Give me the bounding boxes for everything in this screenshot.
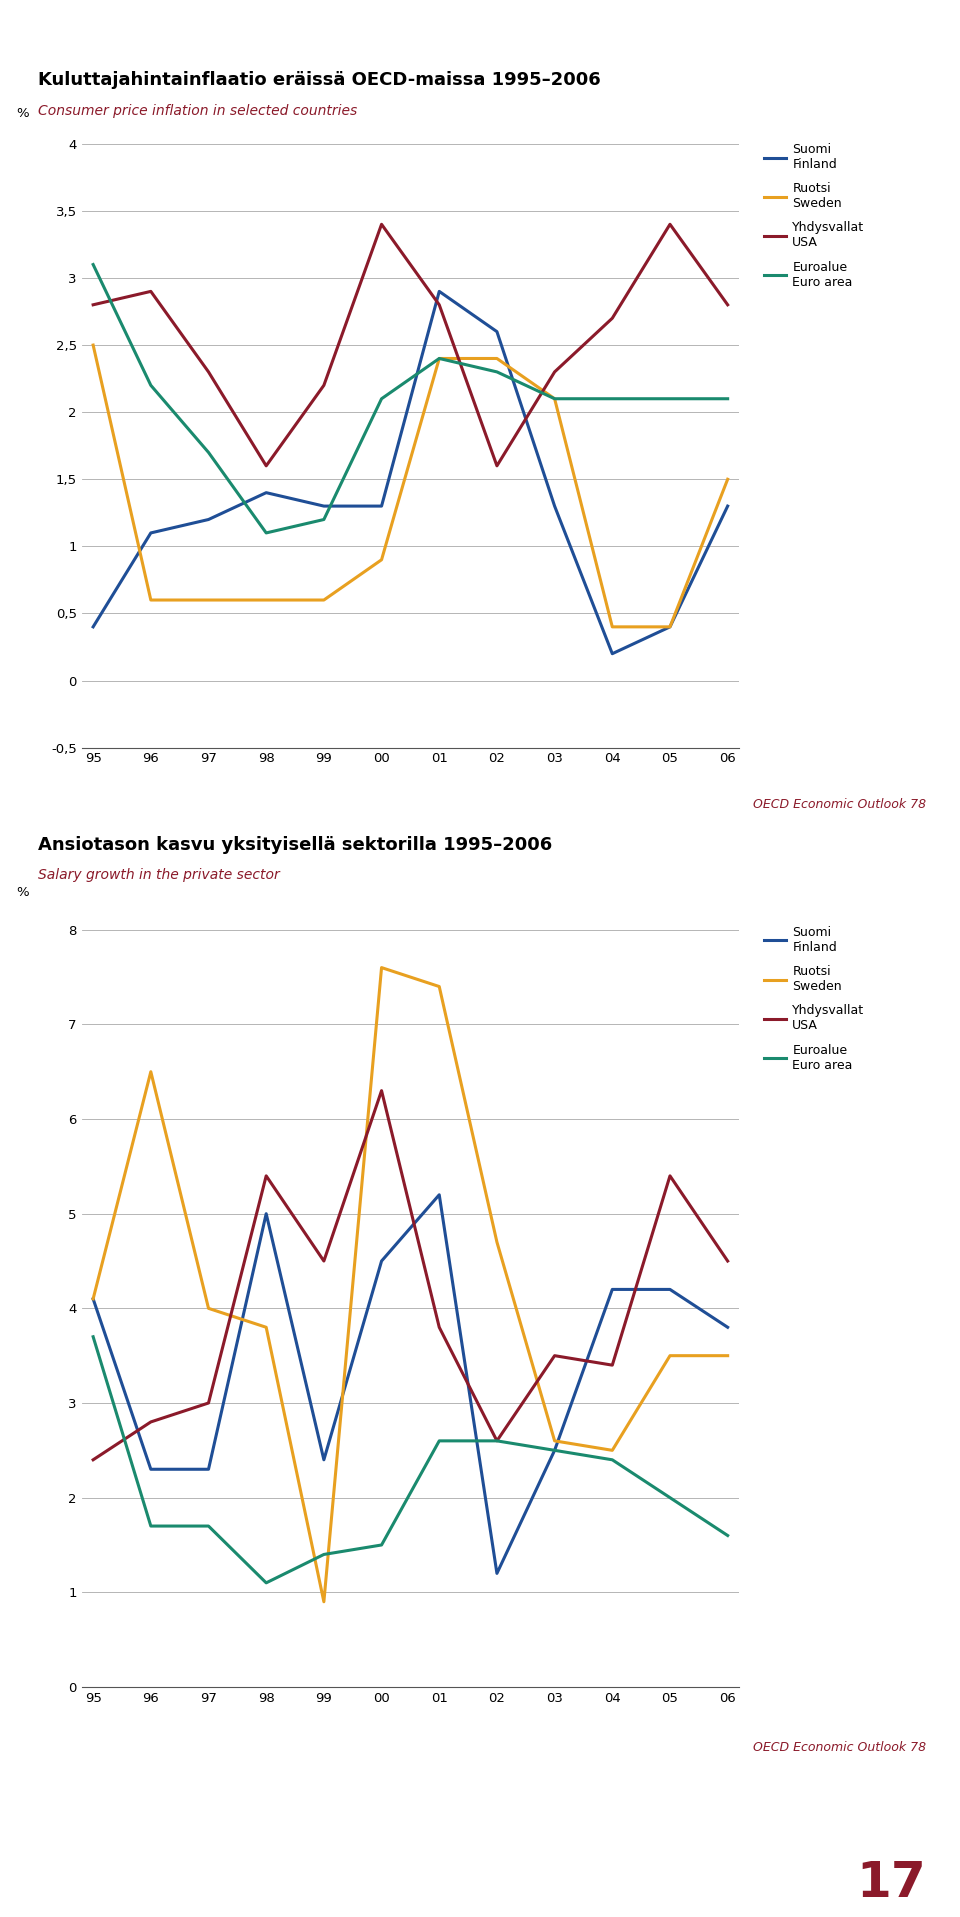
Legend: Suomi
Finland, Ruotsi
Sweden, Yhdysvallat
USA, Euroalue
Euro area: Suomi Finland, Ruotsi Sweden, Yhdysvalla… <box>758 920 870 1077</box>
Text: 17: 17 <box>856 1859 926 1907</box>
Text: Salary growth in the private sector: Salary growth in the private sector <box>38 868 280 882</box>
Text: Consumer price inflation in selected countries: Consumer price inflation in selected cou… <box>38 104 358 117</box>
Text: Kuluttajahintainflaatio eräissä OECD-maissa 1995–2006: Kuluttajahintainflaatio eräissä OECD-mai… <box>38 71 601 88</box>
Text: NATIONAL ECONOMY: NATIONAL ECONOMY <box>391 19 569 35</box>
Text: OECD Economic Outlook 78: OECD Economic Outlook 78 <box>754 1741 926 1754</box>
Text: %: % <box>16 886 29 899</box>
Legend: Suomi
Finland, Ruotsi
Sweden, Yhdysvallat
USA, Euroalue
Euro area: Suomi Finland, Ruotsi Sweden, Yhdysvalla… <box>758 138 870 293</box>
Text: %: % <box>16 107 29 119</box>
Text: Ansiotason kasvu yksityisellä sektorilla 1995–2006: Ansiotason kasvu yksityisellä sektorilla… <box>38 836 553 853</box>
Text: OECD Economic Outlook 78: OECD Economic Outlook 78 <box>754 797 926 811</box>
